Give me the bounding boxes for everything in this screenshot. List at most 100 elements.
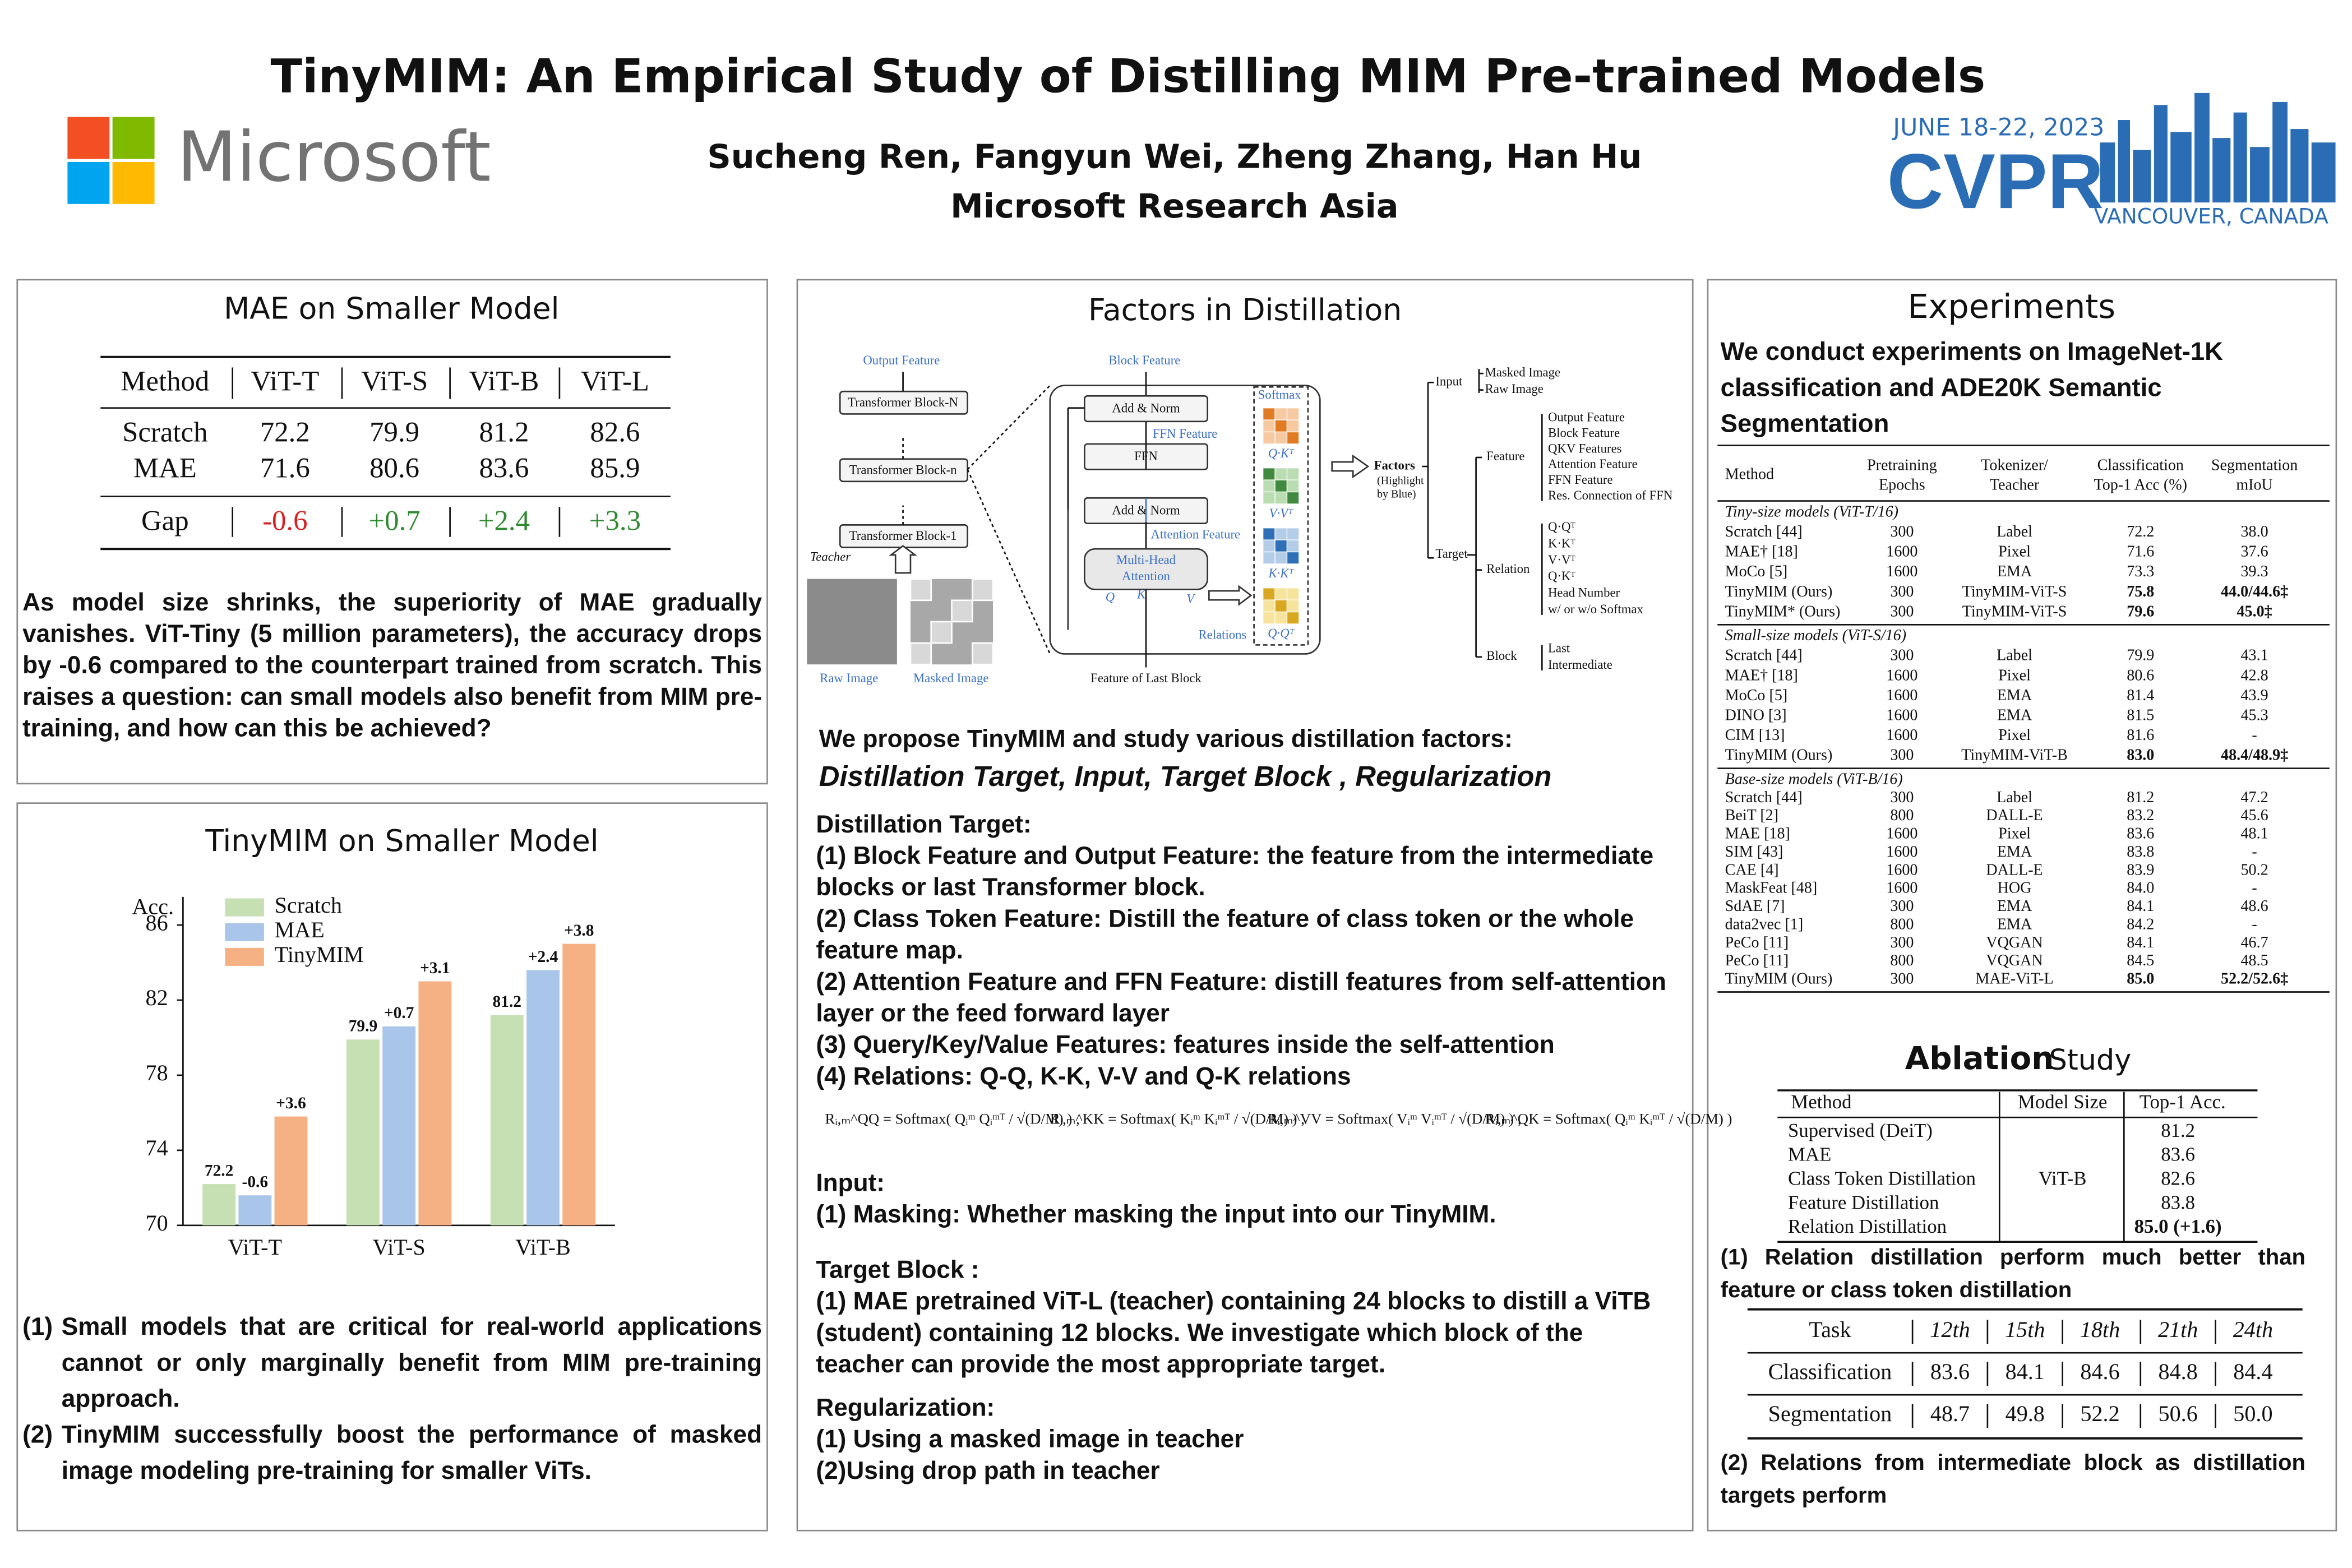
formula: Rᵢ,ₘ^VV = Softmax( Vᵢᵐ Vᵢᵐᵀ / √(D/M) ) ,	[1268, 1111, 1522, 1127]
table-cell: 84.6	[2080, 1359, 2119, 1384]
tree-leaf: K·Kᵀ	[1548, 536, 1575, 550]
tree-leaf: Q·Qᵀ	[1548, 520, 1575, 534]
table-cell: DINO [3]	[1725, 706, 1787, 724]
table-cell: 85.9	[590, 452, 640, 484]
figure-label: K·Kᵀ	[1268, 566, 1294, 580]
section-item: (2) Attention Feature and FFN Feature: d…	[816, 969, 1666, 1028]
paragraph: As model size shrinks, the superiority o…	[22, 589, 763, 743]
relation-cell	[1274, 539, 1288, 553]
tree-root: Factors	[1374, 458, 1415, 472]
table-header: ViT-L	[581, 366, 649, 397]
legend-label: MAE	[275, 917, 325, 942]
arrow	[889, 545, 917, 574]
conference-place: VANCOUVER, CANADA	[2094, 203, 2328, 228]
table-cell: 48.7	[1930, 1401, 1970, 1426]
relation-cell	[1286, 479, 1300, 493]
table-header: 12th	[1930, 1317, 1970, 1342]
table-cell: -	[2252, 880, 2257, 897]
table-cell: Pixel	[1998, 825, 2031, 843]
relation-cell	[1286, 539, 1300, 553]
table-header: Tokenizer/	[1981, 456, 2048, 474]
table-cell: Label	[1997, 789, 2032, 806]
figure-label: Q	[1106, 590, 1115, 604]
table-cell: 83.8	[2127, 843, 2154, 861]
poster-title: TinyMIM: An Empirical Study of Distillin…	[271, 49, 1986, 104]
relation-cell	[1286, 408, 1300, 420]
bar	[274, 1116, 308, 1225]
table-cell: 300	[1890, 898, 1914, 915]
figure-label: Multi-Head	[1116, 553, 1176, 567]
table-cell: 800	[1890, 915, 1914, 933]
table-cell: Gap	[141, 505, 189, 536]
arrow	[1331, 454, 1370, 479]
table-cell: 83.8	[2161, 1191, 2195, 1213]
list-marker: (2)	[22, 1422, 53, 1449]
tree-leaf: Head Number	[1548, 586, 1620, 600]
panel	[1707, 279, 2337, 1532]
table-cell: 72.2	[2127, 523, 2154, 540]
x-tick-label: ViT-T	[228, 1234, 282, 1260]
section: Target Block : (1) MAE pretrained ViT-L (…	[816, 1255, 1674, 1381]
tree-node: Target	[1435, 547, 1468, 561]
table-cell: 83.6	[479, 452, 529, 484]
table-cell: 1600	[1886, 843, 1917, 861]
table-cell: 84.1	[2127, 934, 2154, 951]
table-cell: Scratch [44]	[1725, 647, 1803, 664]
paragraph: We propose TinyMIM and study various dis…	[819, 725, 1513, 753]
note: (1) Relation distillation perform much b…	[1720, 1245, 2306, 1303]
table-cell: 85.0 (+1.6)	[2134, 1215, 2222, 1237]
table-cell: 83.6	[2127, 825, 2154, 843]
mask-patch	[909, 642, 932, 665]
table-cell: 39.3	[2241, 563, 2268, 580]
section-item: (1) MAE pretrained ViT-L (teacher) conta…	[816, 1288, 1651, 1379]
list-text: Small models that are critical for real-…	[61, 1313, 763, 1413]
figure-label: K	[1136, 587, 1147, 601]
table-cell: HOG	[1998, 880, 2032, 897]
table-cell: Classification	[1768, 1359, 1892, 1384]
bar	[490, 1015, 524, 1225]
table-header: Method	[1725, 466, 1774, 483]
legend-swatch	[225, 947, 264, 966]
tree-leaf: Raw Image	[1485, 382, 1544, 396]
table-cell: 43.9	[2241, 687, 2268, 704]
value-label: +0.7	[384, 1004, 414, 1022]
table-cell: 48.6	[2241, 898, 2268, 915]
table-cell: 1600	[1886, 563, 1917, 580]
table-cell: 81.2	[479, 417, 529, 448]
table-cell: 81.6	[2127, 727, 2154, 744]
tree-note: by Blue)	[1377, 488, 1416, 500]
table-header: Teacher	[1990, 476, 2040, 493]
figure-label: Q·Kᵀ	[1268, 446, 1295, 460]
table-cell: Feature Distillation	[1788, 1191, 1939, 1213]
panel-title: Study	[2049, 1043, 2132, 1076]
value-label: +3.6	[276, 1094, 306, 1112]
table-header: ViT-B	[469, 366, 539, 397]
table-cell: 79.9	[369, 417, 419, 448]
table-cell: 45.0‡	[2237, 603, 2272, 620]
figure-label: FFN Feature	[1153, 427, 1218, 441]
table-header: Method	[121, 366, 209, 397]
table-cell: 300	[1890, 970, 1914, 988]
table-header: Classification	[2097, 456, 2184, 474]
table-cell: +3.3	[589, 505, 641, 536]
table-cell: PeCo [11]	[1725, 934, 1789, 951]
table-header: Epochs	[1879, 476, 1925, 493]
table-cell: 1600	[1886, 861, 1917, 878]
image-placeholder	[807, 579, 897, 665]
table-cell: TinyMIM (Ours)	[1725, 583, 1833, 600]
tree-leaf: QKV Features	[1548, 441, 1622, 455]
table-cell: DALL-E	[1986, 807, 2043, 824]
table-cell: BeiT [2]	[1725, 807, 1778, 824]
arrow	[1208, 585, 1253, 606]
relation-cell	[1274, 468, 1288, 480]
table-cell: TinyMIM (Ours)	[1725, 747, 1833, 764]
conference-date: JUNE 18-22, 2023	[1891, 114, 2104, 142]
table-cell: Class Token Distillation	[1788, 1168, 1976, 1190]
relation-cell	[1274, 419, 1288, 433]
figure-label: Attention Feature	[1150, 527, 1240, 541]
table-cell: -	[2252, 843, 2257, 861]
table-cell: 1600	[1886, 727, 1917, 744]
table-cell: MAE	[1788, 1144, 1831, 1165]
table-cell: 84.5	[2127, 952, 2154, 969]
table-header: Segmentation	[2211, 456, 2298, 474]
